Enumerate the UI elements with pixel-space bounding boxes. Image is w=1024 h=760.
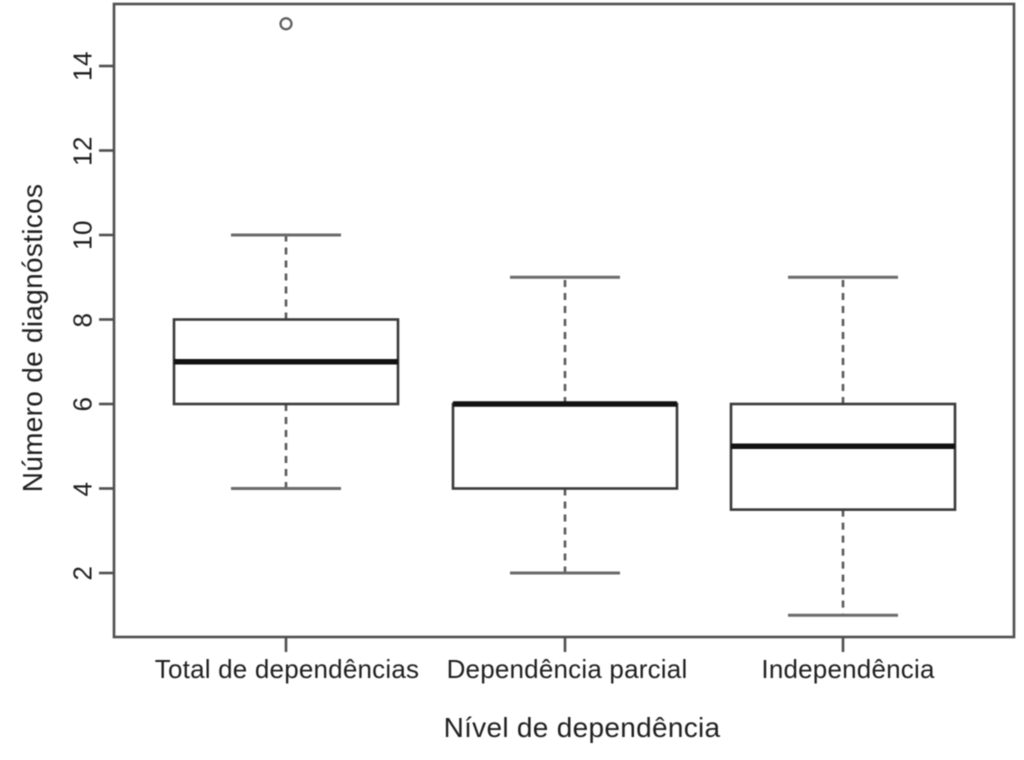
y-axis-title: Número de diagnósticos — [17, 183, 48, 493]
y-tick-label: 8 — [67, 312, 98, 327]
y-tick-label: 6 — [67, 396, 98, 412]
y-tick-label: 10 — [67, 220, 98, 250]
iqr-box — [451, 402, 679, 490]
y-tick-label: 2 — [67, 565, 98, 581]
iqr-box — [729, 402, 957, 511]
y-tick-label: 4 — [67, 481, 98, 496]
y-tick-label: 14 — [67, 51, 98, 81]
x-tick-label-dependencia-parcial: Dependência parcial — [446, 654, 688, 684]
x-axis-title: Nível de dependência — [443, 712, 721, 743]
x-tick-label-independencia: Independência — [761, 654, 935, 684]
outlier-point — [279, 17, 293, 31]
y-tick-label: 12 — [67, 135, 98, 166]
x-tick-label-total-de-dependencias: Total de dependências — [154, 654, 420, 684]
